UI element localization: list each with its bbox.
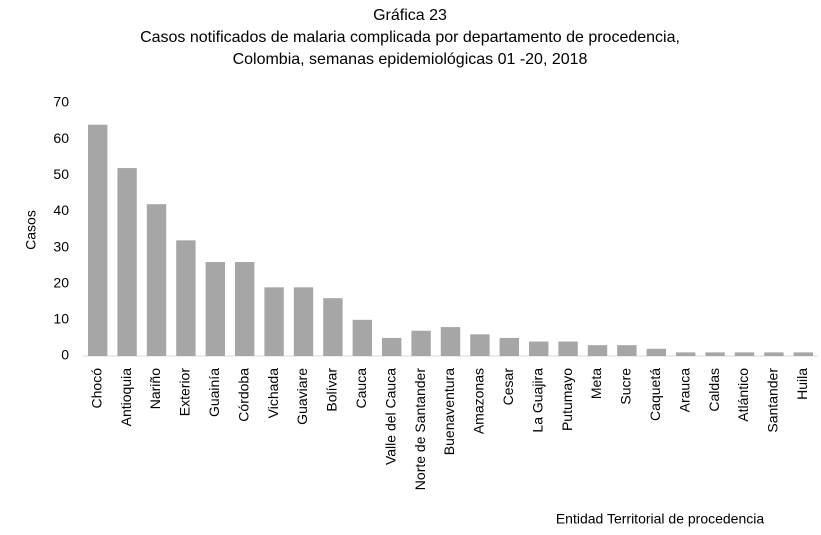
x-tick-label: Buenaventura <box>441 368 457 455</box>
x-tick-label: Putumayo <box>559 368 575 431</box>
y-tick-label: 20 <box>53 274 69 290</box>
bar <box>587 345 608 356</box>
bar <box>470 334 490 356</box>
bar <box>117 168 137 356</box>
bar <box>381 337 402 356</box>
bar <box>176 240 196 356</box>
x-tick-label: Exterior <box>177 368 193 417</box>
x-tick-label: Santander <box>765 368 781 433</box>
x-tick-label: Córdoba <box>235 368 251 422</box>
x-tick-label: Cauca <box>353 368 369 409</box>
bar <box>293 287 314 356</box>
chart-subtitle: Casos notificados de malaria complicada … <box>140 29 680 46</box>
bar <box>734 352 755 356</box>
chart-title: Gráfica 23 <box>373 7 447 24</box>
bar <box>234 262 255 356</box>
bar <box>87 124 108 356</box>
bar <box>440 327 461 356</box>
x-tick-label: Arauca <box>676 368 692 413</box>
bar <box>646 348 667 356</box>
bar <box>528 341 549 356</box>
x-tick-label: La Guajira <box>529 368 545 433</box>
y-tick-label: 10 <box>53 311 69 327</box>
chart-subtitle: Colombia, semanas epidemiológicas 01 -20… <box>233 51 588 68</box>
bar <box>675 352 696 356</box>
x-tick-label: Antioquia <box>118 368 134 427</box>
bar <box>411 330 431 356</box>
x-tick-label: Huila <box>794 368 810 400</box>
x-tick-label: Valle del Cauca <box>382 368 398 465</box>
y-tick-label: 30 <box>53 238 69 254</box>
y-tick-label: 70 <box>53 94 69 110</box>
y-axis-title: Casos <box>23 210 39 250</box>
bar <box>323 298 343 356</box>
x-tick-label: Atlántico <box>735 368 751 422</box>
x-axis-title: Entidad Territorial de procedencia <box>556 511 765 527</box>
y-tick-label: 60 <box>53 130 69 146</box>
bar <box>617 345 637 356</box>
bar <box>705 352 725 356</box>
bar <box>205 262 226 356</box>
x-tick-label: Caldas <box>706 368 722 412</box>
x-tick-label: Norte de Santander <box>412 368 428 491</box>
x-tick-label: Nariño <box>147 368 163 409</box>
x-tick-label: Bolívar <box>324 368 340 412</box>
bar <box>264 287 284 356</box>
bar <box>146 204 167 356</box>
x-tick-label: Guainía <box>206 368 222 417</box>
x-tick-label: Meta <box>588 368 604 399</box>
bar <box>499 337 520 356</box>
x-tick-label: Caquetá <box>647 368 663 421</box>
x-tick-label: Vichada <box>265 368 281 419</box>
x-tick-label: Cesar <box>500 368 516 406</box>
bar <box>558 341 578 356</box>
x-tick-label: Chocó <box>88 368 104 409</box>
y-tick-label: 40 <box>53 202 69 218</box>
bar <box>352 319 373 356</box>
y-tick-label: 50 <box>53 166 69 182</box>
bar <box>793 352 814 356</box>
x-tick-label: Amazonas <box>471 368 487 434</box>
x-tick-label: Sucre <box>618 368 634 405</box>
bar <box>764 352 784 356</box>
y-tick-label: 0 <box>61 347 69 363</box>
x-tick-label: Guaviare <box>294 368 310 425</box>
